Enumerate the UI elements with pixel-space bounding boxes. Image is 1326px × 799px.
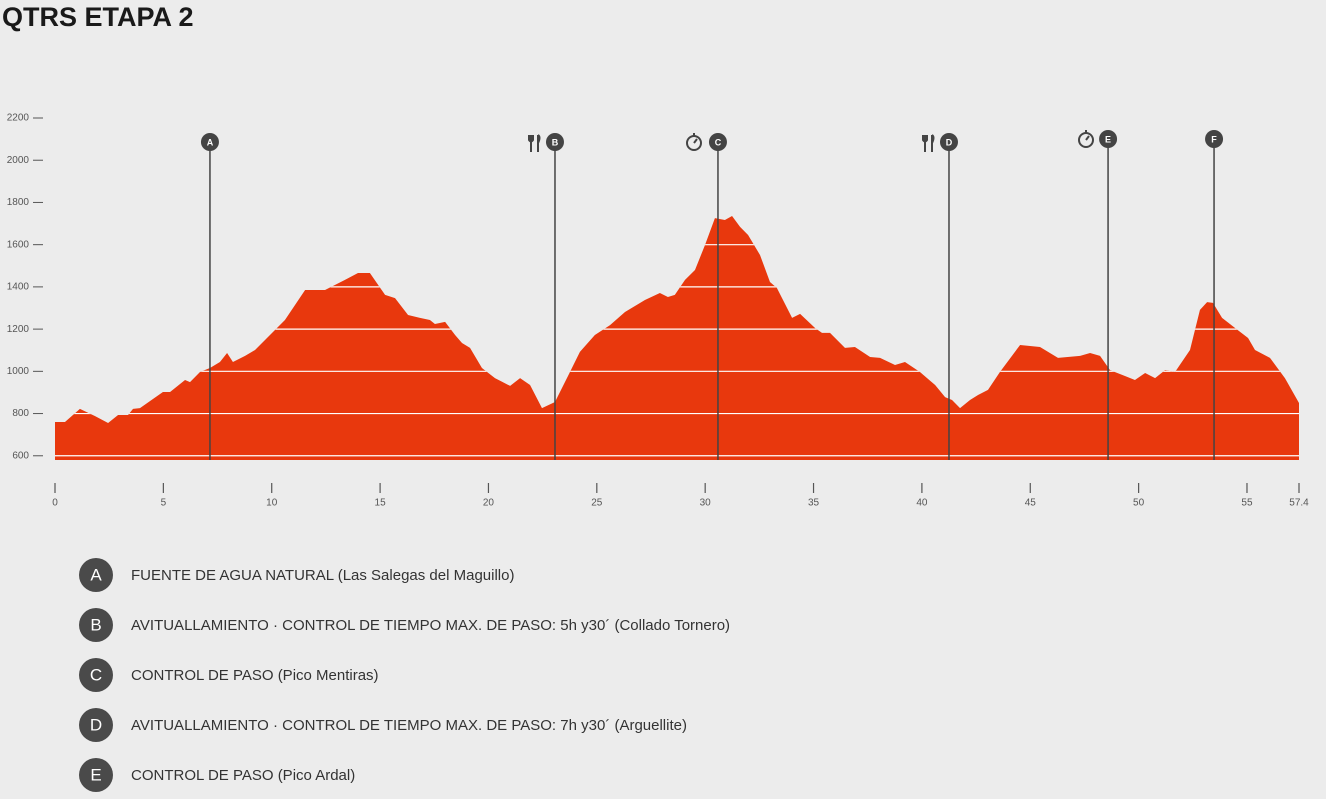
- x-tick-label: 45: [1025, 498, 1037, 509]
- marker-label: C: [715, 137, 722, 147]
- x-tick-label: 35: [808, 498, 820, 509]
- marker-label: E: [1105, 134, 1111, 144]
- marker-badge: [200, 133, 219, 151]
- y-tick-label: 1600: [7, 239, 30, 250]
- food-icon: [528, 134, 935, 152]
- y-tick-label: 800: [12, 408, 29, 419]
- x-tick-label: 30: [700, 498, 712, 509]
- elevation-area: [55, 215, 1299, 460]
- y-tick-label: 2000: [7, 155, 30, 166]
- y-tick-label: 1000: [7, 366, 30, 377]
- x-tick-label: 5: [161, 498, 167, 509]
- marker-label: D: [946, 137, 953, 147]
- y-tick-label: 1200: [7, 324, 30, 335]
- marker-label: F: [1211, 134, 1217, 144]
- legend-badge: [79, 708, 113, 742]
- marker-badge: [545, 133, 564, 151]
- marker-badge: [939, 133, 958, 151]
- x-tick-label: 0: [52, 498, 58, 509]
- y-tick-label: 1400: [7, 282, 30, 293]
- x-tick-label: 50: [1133, 498, 1145, 509]
- legend-badge: [79, 608, 113, 642]
- legend-key: D: [90, 715, 102, 734]
- marker-badge: [708, 133, 727, 151]
- legend-text: CONTROL DE PASO (Pico Mentiras): [131, 667, 379, 684]
- x-tick-label: 25: [591, 498, 603, 509]
- legend-text: CONTROL DE PASO (Pico Ardal): [131, 767, 355, 784]
- legend-key: B: [90, 615, 101, 634]
- x-tick-label: 55: [1241, 498, 1253, 509]
- legend-key: A: [90, 565, 102, 584]
- y-tick-label: 1800: [7, 197, 30, 208]
- legend-key: E: [90, 765, 101, 784]
- y-tick-label: 2200: [7, 113, 30, 124]
- marker-label: B: [552, 137, 559, 147]
- x-tick-label: 10: [266, 498, 278, 509]
- legend-text: FUENTE DE AGUA NATURAL (Las Salegas del …: [131, 567, 514, 584]
- legend-text: AVITUALLAMIENTO · CONTROL DE TIEMPO MAX.…: [131, 717, 687, 734]
- chart-title: QTRS ETAPA 2: [2, 2, 194, 32]
- marker-label: A: [207, 137, 214, 147]
- legend-key: C: [90, 665, 102, 684]
- legend-text: AVITUALLAMIENTO · CONTROL DE TIEMPO MAX.…: [131, 617, 730, 634]
- x-tick-label: 15: [375, 498, 387, 509]
- legend-badge: [79, 758, 113, 792]
- marker-badge: [1205, 130, 1224, 148]
- x-tick-label: 57.4: [1289, 498, 1309, 509]
- marker-badge: [1099, 130, 1118, 148]
- legend-badge: [79, 558, 113, 592]
- x-tick-label: 20: [483, 498, 495, 509]
- timer-icon: [686, 130, 1094, 151]
- x-tick-label: 40: [916, 498, 928, 509]
- y-tick-label: 600: [12, 450, 29, 461]
- legend-badge: [79, 658, 113, 692]
